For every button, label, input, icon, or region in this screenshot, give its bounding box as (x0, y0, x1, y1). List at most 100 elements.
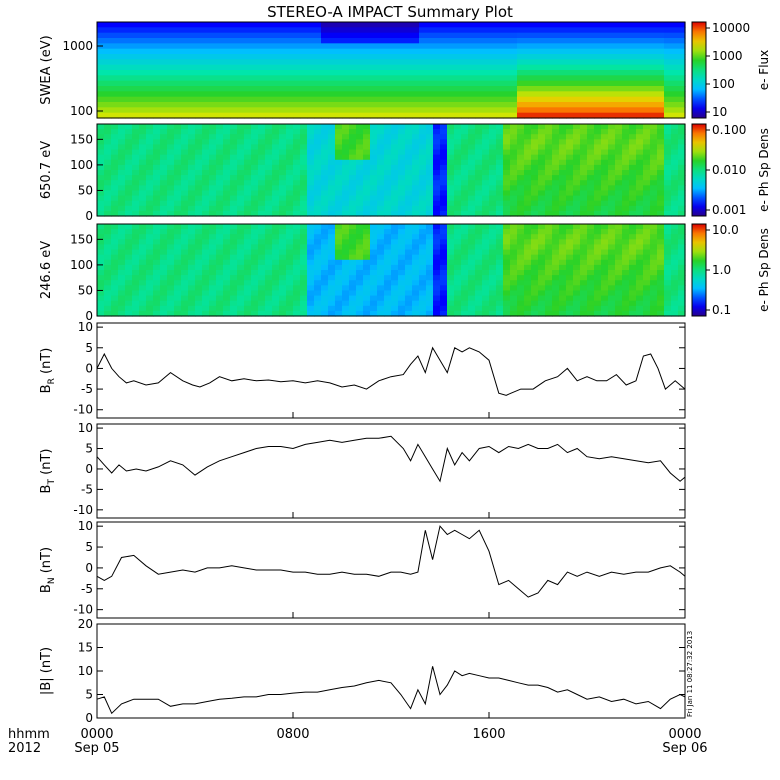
spectrogram-cell (286, 70, 294, 76)
spectrogram-cell (370, 200, 378, 207)
spectrogram-cell (517, 185, 525, 192)
spectrogram-cell (566, 170, 574, 176)
spectrogram-cell (440, 107, 448, 114)
spectrogram-cell (482, 75, 490, 82)
spectrogram-cell (503, 190, 511, 197)
spectrogram-cell (342, 59, 350, 66)
spectrogram-cell (601, 290, 609, 297)
spectrogram-cell (545, 80, 553, 87)
spectrogram-cell (258, 195, 266, 202)
spectrogram-cell (545, 164, 553, 171)
spectrogram-cell (139, 285, 147, 292)
spectrogram-cell (160, 285, 168, 292)
spectrogram-cell (202, 154, 210, 161)
spectrogram-cell (601, 107, 609, 114)
spectrogram-cell (300, 32, 308, 39)
spectrogram-cell (650, 170, 658, 176)
spectrogram-cell (587, 249, 595, 256)
spectrogram-cell (237, 54, 245, 60)
spectrogram-cell (146, 229, 154, 235)
spectrogram-cell (349, 80, 357, 87)
spectrogram-cell (139, 22, 147, 28)
spectrogram-cell (552, 224, 560, 230)
spectrogram-cell (174, 259, 182, 266)
spectrogram-cell (174, 124, 182, 130)
spectrogram-cell (202, 107, 210, 114)
spectrogram-cell (468, 270, 476, 276)
spectrogram-cell (153, 80, 161, 87)
spectrogram-cell (202, 259, 210, 266)
spectrogram-cell (391, 80, 399, 87)
spectrogram-cell (426, 75, 434, 82)
spectrogram-cell (279, 210, 287, 217)
spectrogram-cell (636, 124, 644, 130)
spectrogram-cell (195, 134, 203, 140)
spectrogram-cell (391, 38, 399, 44)
spectrogram-cell (363, 149, 371, 156)
spectrogram-cell (125, 107, 133, 114)
spectrogram-cell (342, 305, 350, 312)
spectrogram-cell (391, 164, 399, 171)
spectrogram-cell (349, 259, 357, 266)
spectrogram-cell (195, 102, 203, 108)
spectrogram-cell (195, 205, 203, 212)
spectrogram-cell (650, 129, 658, 135)
spectrogram-cell (657, 254, 665, 261)
spectrogram-cell (650, 149, 658, 156)
spectrogram-cell (517, 43, 525, 50)
spectrogram-cell (237, 249, 245, 256)
spectrogram-cell (398, 22, 406, 28)
spectrogram-cell (174, 154, 182, 161)
spectrogram-cell (657, 159, 665, 166)
spectrogram-cell (566, 64, 574, 71)
spectrogram-cell (608, 180, 616, 186)
spectrogram-cell (202, 295, 210, 302)
spectrogram-cell (97, 185, 105, 192)
spectrogram-cell (300, 134, 308, 140)
spectrogram-cell (636, 239, 644, 246)
spectrogram-cell (139, 305, 147, 312)
spectrogram-cell (370, 175, 378, 181)
spectrogram-cell (461, 205, 469, 212)
spectrogram-cell (167, 149, 175, 156)
spectrogram-cell (601, 310, 609, 317)
spectrogram-cell (167, 129, 175, 135)
spectrogram-cell (552, 70, 560, 76)
spectrogram-cell (538, 200, 546, 207)
spectrogram-cell (475, 64, 483, 71)
spectrogram-cell (244, 149, 252, 156)
spectrogram-cell (230, 195, 238, 202)
spectrogram-cell (531, 275, 539, 281)
spectrogram-cell (419, 96, 427, 103)
spectrogram-cell (433, 59, 441, 66)
spectrogram-cell (384, 32, 392, 39)
spectrogram-cell (195, 54, 203, 60)
spectrogram-cell (482, 102, 490, 108)
spectrogram-cell (153, 129, 161, 135)
spectrogram-cell (125, 164, 133, 171)
spectrogram-cell (349, 159, 357, 166)
spectrogram-cell (223, 175, 231, 181)
spectrogram-cell (454, 70, 462, 76)
spectrogram-cell (272, 305, 280, 312)
spectrogram-cell (265, 102, 273, 108)
y-tick-label: -5 (81, 582, 93, 596)
spectrogram-cell (258, 38, 266, 44)
spectrogram-cell (440, 112, 448, 119)
spectrogram-cell (517, 54, 525, 60)
spectrogram-cell (356, 205, 364, 212)
spectrogram-cell (118, 270, 126, 276)
spectrogram-cell (510, 139, 518, 146)
spectrogram-cell (370, 229, 378, 235)
spectrogram-cell (272, 190, 280, 197)
spectrogram-cell (468, 254, 476, 261)
spectrogram-cell (286, 195, 294, 202)
spectrogram-cell (174, 27, 182, 34)
spectrogram-cell (419, 270, 427, 276)
spectrogram-cell (342, 205, 350, 212)
spectrogram-cell (202, 38, 210, 44)
spectrogram-cell (314, 249, 322, 256)
spectrogram-cell (622, 149, 630, 156)
spectrogram-cell (293, 234, 301, 240)
spectrogram-cell (118, 48, 126, 55)
